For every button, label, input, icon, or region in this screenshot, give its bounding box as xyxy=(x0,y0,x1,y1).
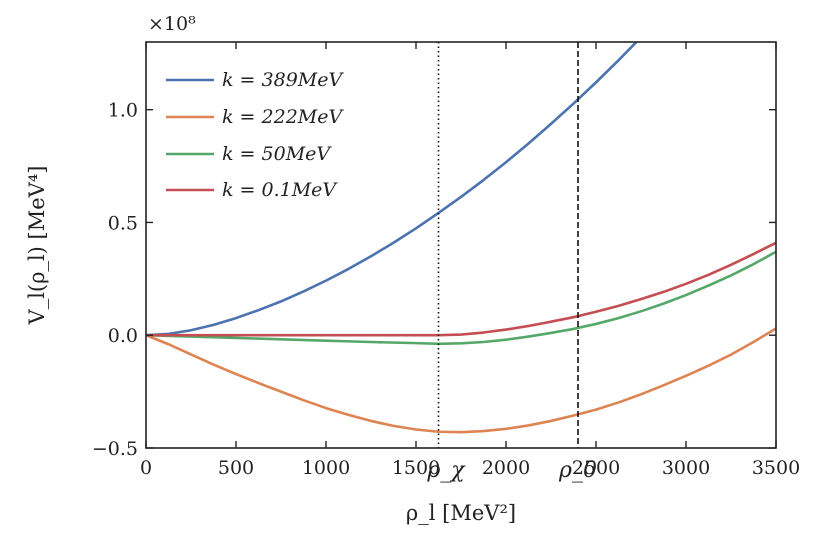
series-line-1 xyxy=(146,327,776,434)
y-tick-label: −0.5 xyxy=(92,438,138,460)
x-tick-label: 3000 xyxy=(662,457,710,479)
series-layer xyxy=(146,42,776,434)
legend: k = 389MeV k = 222MeV k = 50MeV k = 0.1M… xyxy=(166,69,344,201)
x-tick-label: 0 xyxy=(140,457,152,479)
y-multiplier: ×10⁸ xyxy=(148,13,196,35)
legend-label-1: k = 222MeV xyxy=(222,106,344,128)
x-tick-label: 500 xyxy=(218,457,254,479)
series-line-2 xyxy=(146,250,776,346)
x-tick-label: 3500 xyxy=(752,457,800,479)
x-tick-label: 1500 xyxy=(392,457,440,479)
rho-0-label: ρ_0 xyxy=(558,458,597,483)
y-axis-label: V_l(ρ_l) [MeV⁴] xyxy=(25,166,49,326)
legend-label-2: k = 50MeV xyxy=(222,143,332,165)
series-line-3 xyxy=(146,241,776,337)
y-tick-label: 1.0 xyxy=(108,100,138,122)
plot-frame xyxy=(145,41,777,449)
x-tick-label: 2500 xyxy=(572,457,620,479)
legend-label-0: k = 389MeV xyxy=(222,69,344,91)
x-axis-label: ρ_l [MeV²] xyxy=(406,501,516,525)
reference-lines xyxy=(437,42,579,448)
y-tick-label: 0.5 xyxy=(108,212,138,234)
x-tick-label: 2000 xyxy=(482,457,530,479)
y-tick-label: 0.0 xyxy=(108,325,138,347)
axis-ticks: 0 500 1000 1500 2000 2500 3000 3500 −0.5 0.0 0.5 1.… xyxy=(92,42,800,479)
rho-chi-label: ρ_χ xyxy=(426,458,466,483)
x-tick-label: 1000 xyxy=(302,457,350,479)
series-line-0 xyxy=(146,42,639,337)
legend-label-3: k = 0.1MeV xyxy=(222,179,338,201)
